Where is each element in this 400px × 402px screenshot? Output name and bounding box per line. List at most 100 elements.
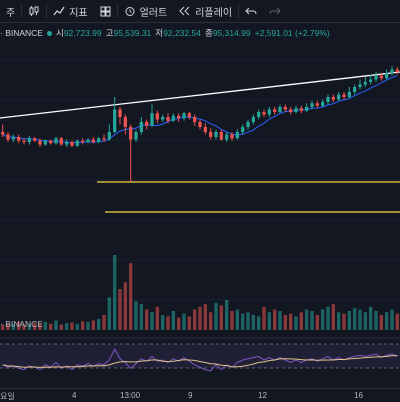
replay-button[interactable]: 리플레이 xyxy=(173,0,238,22)
volume-legend: · BINANCE xyxy=(0,319,43,329)
alert-label: 얼러트 xyxy=(139,7,168,19)
time-tick: 13:00 xyxy=(120,391,141,400)
candle-body xyxy=(379,75,383,79)
candle-body xyxy=(225,134,229,140)
indicators-label: 지표 xyxy=(69,7,88,19)
time-tick: 요일 xyxy=(0,392,15,401)
indicators-button[interactable]: 지표 xyxy=(47,0,93,22)
volume-bar xyxy=(337,312,341,330)
volume-bar xyxy=(385,312,389,330)
candlestick-icon xyxy=(29,6,39,16)
candle-body xyxy=(27,138,31,142)
candle-body xyxy=(118,109,122,117)
volume-bar xyxy=(289,313,293,330)
volume-bar xyxy=(395,313,399,330)
candle-body xyxy=(209,132,213,137)
volume-bar xyxy=(43,321,47,330)
candle-body xyxy=(1,132,5,135)
candle-body xyxy=(273,109,277,112)
volume-bar xyxy=(331,304,335,330)
candle-body xyxy=(49,140,53,144)
candle-body xyxy=(241,127,245,132)
volume-bar xyxy=(11,323,15,330)
redo-button[interactable] xyxy=(263,0,287,22)
volume-bar xyxy=(177,317,181,330)
volume-bar xyxy=(203,304,207,330)
volume-bar xyxy=(390,309,394,330)
interval-button[interactable]: 주 xyxy=(0,0,21,22)
candle-body xyxy=(257,112,261,117)
candle-body xyxy=(353,87,357,92)
candle-body xyxy=(198,122,202,127)
volume-bar xyxy=(123,282,127,330)
volume-bar xyxy=(107,297,111,330)
volume-bar xyxy=(102,315,106,330)
volume-bar xyxy=(214,302,218,330)
volume-bar xyxy=(342,313,346,330)
volume-bar xyxy=(219,305,223,330)
candle-body xyxy=(331,97,335,100)
high-key: 고 xyxy=(105,28,114,38)
volume-bar xyxy=(251,315,255,330)
candle-body xyxy=(139,122,143,132)
low-key: 저 xyxy=(155,28,164,38)
candle-body xyxy=(315,103,319,106)
volume-bar xyxy=(262,306,266,330)
volume-bar xyxy=(1,324,5,330)
time-axis[interactable]: 요일 4 13:00 9 12 16 xyxy=(0,388,400,401)
interval-label: 주 xyxy=(6,7,16,19)
candle-body xyxy=(123,117,127,127)
toolbar-divider xyxy=(238,4,240,18)
candle-body xyxy=(310,103,314,107)
volume-bar xyxy=(193,309,197,330)
volume-bar xyxy=(363,312,367,330)
candle-body xyxy=(97,138,101,142)
candle-type-button[interactable] xyxy=(22,0,46,22)
candle-body xyxy=(65,142,69,145)
volume-bar xyxy=(38,323,42,330)
volume-bar xyxy=(33,322,37,330)
volume-bar xyxy=(374,310,378,330)
undo-button[interactable] xyxy=(239,0,263,22)
candle-body xyxy=(177,115,181,119)
candle-body xyxy=(59,138,63,145)
candle-body xyxy=(38,140,42,145)
symbol-exchange[interactable]: · BINANCE xyxy=(0,28,43,38)
templates-button[interactable] xyxy=(94,0,117,22)
volume-bar xyxy=(379,315,383,330)
candle-body xyxy=(283,107,287,110)
alarm-clock-icon xyxy=(125,7,135,16)
candle-body xyxy=(294,108,298,112)
candle-body xyxy=(107,132,111,140)
volume-bar xyxy=(358,309,362,330)
volume-bar xyxy=(22,324,26,330)
volume-bar xyxy=(369,306,373,330)
trend-line xyxy=(0,71,400,119)
candle-body xyxy=(230,134,234,139)
volume-bar xyxy=(75,323,79,330)
candle-body xyxy=(166,117,170,121)
candle-body xyxy=(385,73,389,79)
time-tick: 16 xyxy=(354,391,363,400)
rsi-band xyxy=(0,344,400,368)
volume-bar xyxy=(198,306,202,330)
candle-body xyxy=(374,75,378,80)
time-tick: 12 xyxy=(258,391,267,400)
candle-body xyxy=(235,132,239,139)
candle-body xyxy=(358,84,362,87)
candle-body xyxy=(369,79,373,82)
candle-body xyxy=(214,132,218,137)
candle-body xyxy=(75,140,79,146)
candle-body xyxy=(102,138,106,140)
toolbar-divider xyxy=(46,4,48,18)
volume-bar xyxy=(283,315,287,330)
undo-icon xyxy=(245,7,257,15)
volume-bar xyxy=(166,316,170,330)
candle-body xyxy=(22,140,26,142)
open-value: 92,723.99 xyxy=(63,28,102,38)
candle-body xyxy=(305,107,309,111)
volume-bar xyxy=(353,308,357,330)
volume-bar xyxy=(310,310,314,330)
alert-button[interactable]: 얼러트 xyxy=(118,0,174,22)
